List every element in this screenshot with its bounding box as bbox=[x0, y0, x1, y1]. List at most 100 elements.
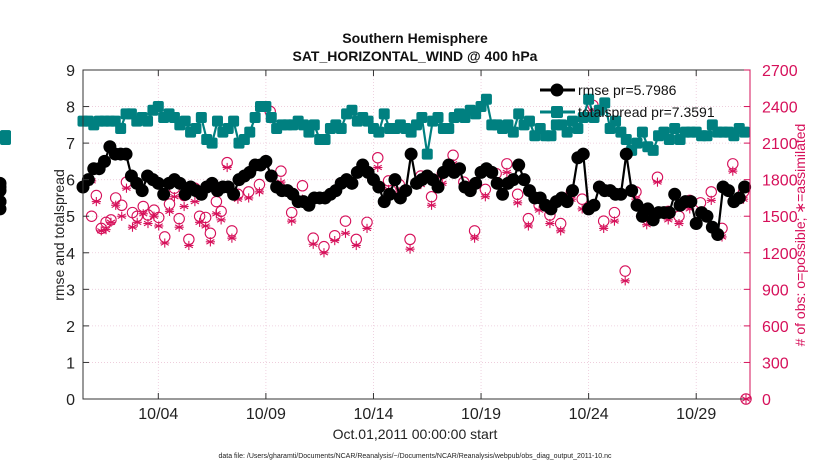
x-tick-label: 10/14 bbox=[353, 406, 393, 423]
rmse-point bbox=[151, 176, 165, 190]
x-tick-label: 10/29 bbox=[676, 406, 716, 423]
obs-assimilated-marker bbox=[227, 233, 237, 243]
obs-assimilated-marker bbox=[513, 198, 523, 208]
y-left-tick-label: 9 bbox=[66, 63, 75, 80]
totalspread-point bbox=[179, 115, 191, 127]
series-lines bbox=[0, 93, 752, 241]
y-right-tick-label: 300 bbox=[762, 355, 789, 372]
totalspread-point bbox=[620, 133, 632, 145]
totalspread-point bbox=[507, 126, 519, 138]
obs-assimilated-marker bbox=[222, 162, 232, 173]
obs-assimilated-marker bbox=[154, 221, 164, 231]
obs-assimilated-marker bbox=[308, 239, 318, 249]
rmse-point bbox=[227, 187, 241, 201]
rmse-point bbox=[641, 202, 655, 216]
totalspread-point bbox=[561, 126, 573, 138]
totalspread-point bbox=[480, 93, 492, 105]
rmse-point bbox=[264, 169, 278, 183]
rmse-point bbox=[404, 147, 418, 161]
totalspread-point bbox=[443, 122, 455, 134]
obs-possible-marker bbox=[275, 165, 287, 177]
obs-assimilated-marker bbox=[127, 222, 138, 232]
x-tick-label: 10/04 bbox=[138, 406, 178, 423]
obs-assimilated-marker bbox=[143, 218, 153, 229]
rmse-point bbox=[399, 184, 413, 198]
rmse-point bbox=[469, 176, 483, 190]
y-left-tick-label: 0 bbox=[66, 392, 75, 409]
totalspread-point bbox=[115, 122, 127, 134]
y-right-tick-label: 0 bbox=[762, 392, 771, 409]
y-axis-right-label: # of obs: o=possible; ∗=assimilated bbox=[792, 124, 808, 347]
totalspread-point bbox=[190, 122, 202, 134]
obs-assimilated-marker bbox=[599, 223, 609, 234]
totalspread-point bbox=[577, 112, 589, 124]
obs-assimilated-marker bbox=[190, 197, 200, 207]
rmse-point bbox=[711, 228, 725, 241]
obs-assimilated-marker bbox=[469, 233, 480, 243]
rmse-point bbox=[576, 147, 590, 161]
obs-assimilated-marker bbox=[545, 218, 555, 229]
obs-assimilated-marker bbox=[319, 248, 329, 258]
totalspread-point bbox=[260, 101, 272, 113]
obs-assimilated-marker bbox=[523, 221, 533, 231]
rmse-point bbox=[721, 184, 735, 198]
obs-assimilated-marker bbox=[205, 237, 215, 247]
totalspread-point bbox=[416, 112, 428, 124]
rmse-point bbox=[662, 206, 676, 220]
rmse-point bbox=[135, 184, 149, 198]
legend: rmse pr=5.7986 totalspread pr=7.3591 bbox=[540, 82, 715, 120]
obs-assimilated-marker bbox=[674, 218, 684, 229]
rmse-point bbox=[512, 158, 526, 172]
obs-assimilated-marker bbox=[480, 192, 490, 202]
totalspread-point bbox=[373, 126, 385, 138]
obs-assimilated-marker bbox=[160, 238, 170, 248]
obs-assimilated-marker bbox=[195, 217, 205, 227]
obs-assimilated-marker bbox=[132, 217, 142, 227]
rmse-point bbox=[517, 173, 531, 187]
y-left-tick-label: 6 bbox=[66, 173, 75, 190]
totalspread-point bbox=[206, 137, 218, 149]
obs-assimilated-marker bbox=[174, 222, 184, 232]
chart-title: Southern Hemisphere bbox=[342, 30, 488, 46]
rmse-point bbox=[0, 195, 7, 209]
obs-assimilated-marker bbox=[340, 228, 351, 238]
rmse-point bbox=[506, 173, 520, 187]
totalspread-point bbox=[610, 115, 622, 127]
obs-assimilated-marker bbox=[138, 209, 148, 219]
y-left-tick-label: 1 bbox=[66, 355, 75, 372]
rmse-point bbox=[431, 180, 445, 194]
rmse-point bbox=[732, 191, 746, 205]
obs-assimilated-marker bbox=[556, 226, 566, 236]
totalspread-point bbox=[152, 101, 164, 113]
legend-rmse-marker bbox=[550, 83, 564, 97]
obs-assimilated-marker bbox=[330, 235, 340, 246]
obs-assimilated-marker bbox=[179, 201, 189, 212]
totalspread-point bbox=[599, 97, 611, 109]
totalspread-point bbox=[0, 130, 11, 142]
totalspread-point bbox=[335, 122, 347, 134]
obs-assimilated-marker bbox=[164, 206, 175, 216]
rmse-point bbox=[565, 184, 579, 198]
obs-assimilated-marker bbox=[201, 221, 211, 231]
obs-assimilated-marker bbox=[426, 200, 437, 210]
x-axis-label: Oct.01,2011 00:00:00 start bbox=[333, 426, 498, 442]
totalspread-point bbox=[545, 130, 557, 142]
obs-assimilated-marker bbox=[117, 211, 127, 221]
rmse-point bbox=[490, 176, 504, 190]
rmse-point bbox=[372, 180, 386, 194]
obs-assimilated-marker bbox=[351, 240, 361, 251]
rmse-point bbox=[738, 180, 752, 194]
totalspread-point bbox=[195, 112, 207, 124]
totalspread-point bbox=[663, 133, 675, 145]
totalspread-point bbox=[432, 112, 444, 124]
obs-assimilated-marker bbox=[609, 216, 620, 226]
rmse-point bbox=[496, 187, 510, 201]
obs-assimilated-marker bbox=[111, 200, 121, 210]
y-axis-left-label: rmse and totalspread bbox=[51, 169, 67, 301]
obs-assimilated-marker bbox=[91, 197, 101, 207]
rmse-point bbox=[630, 198, 644, 212]
rmse-point bbox=[485, 165, 499, 179]
